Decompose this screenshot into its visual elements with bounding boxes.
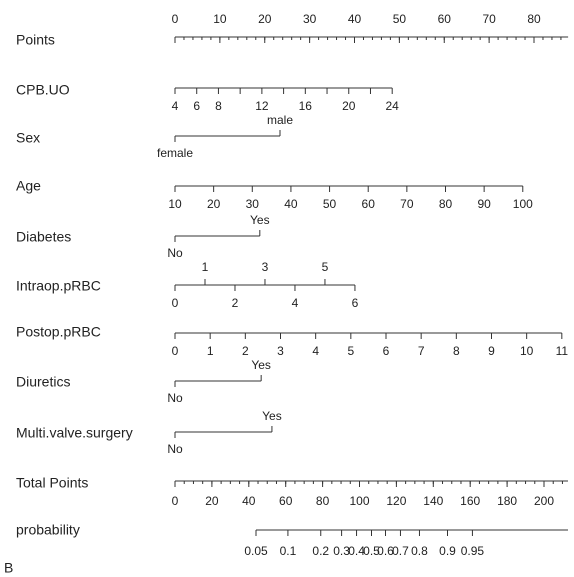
tick-label: 10	[213, 12, 227, 26]
tick-label: 0	[172, 12, 179, 26]
tick-label: 24	[386, 99, 400, 113]
tick-label: 4	[292, 296, 299, 310]
tick-label: 0.6	[377, 544, 394, 558]
tick-label: 0.8	[411, 544, 428, 558]
tick-label: 7	[418, 344, 425, 358]
tick-label: 160	[460, 494, 480, 508]
tick-label: 0.4	[348, 544, 365, 558]
tick-label: 0.9	[439, 544, 456, 558]
tick-label: 70	[482, 12, 496, 26]
tick-label: 4	[172, 99, 179, 113]
row-label: Sex	[16, 130, 40, 146]
tick-label: 6	[383, 344, 390, 358]
row-label: Total Points	[16, 475, 88, 491]
tick-label: 3	[277, 344, 284, 358]
tick-label: 80	[439, 197, 453, 211]
tick-label: 6	[193, 99, 200, 113]
tick-label: 5	[322, 260, 329, 274]
tick-label: 1	[207, 344, 214, 358]
tick-label: 100	[349, 494, 369, 508]
tick-label: 12	[255, 99, 269, 113]
tick-label: 40	[242, 494, 256, 508]
tick-label: 90	[477, 197, 491, 211]
tick-label: 0.1	[280, 544, 297, 558]
tick-label: 20	[205, 494, 219, 508]
level-label: No	[167, 442, 183, 456]
level-label: female	[157, 146, 193, 160]
tick-label: 0	[172, 494, 179, 508]
tick-label: 20	[342, 99, 356, 113]
level-label: No	[167, 391, 183, 405]
tick-label: 100	[513, 197, 533, 211]
tick-label: 3	[262, 260, 269, 274]
tick-label: 60	[279, 494, 293, 508]
tick-label: 120	[386, 494, 406, 508]
row-label: Multi.valve.surgery	[16, 425, 133, 441]
tick-label: 0	[172, 344, 179, 358]
tick-label: 16	[299, 99, 313, 113]
tick-label: 2	[232, 296, 239, 310]
row-label: Intraop.pRBC	[16, 278, 101, 294]
tick-label: 4	[312, 344, 319, 358]
level-label: Yes	[262, 409, 282, 423]
tick-label: 40	[284, 197, 298, 211]
tick-label: 0.5	[363, 544, 380, 558]
level-label: Yes	[250, 213, 270, 227]
tick-label: 0.7	[392, 544, 409, 558]
tick-label: 0.05	[244, 544, 268, 558]
tick-label: 200	[534, 494, 554, 508]
row-label: probability	[16, 522, 80, 538]
tick-label: 50	[393, 12, 407, 26]
tick-label: 0	[172, 296, 179, 310]
tick-label: 50	[323, 197, 337, 211]
tick-label: 20	[207, 197, 221, 211]
tick-label: 8	[215, 99, 222, 113]
tick-label: 80	[527, 12, 541, 26]
figure-label: B	[4, 560, 13, 576]
tick-label: 70	[400, 197, 414, 211]
tick-label: 0.95	[461, 544, 485, 558]
tick-label: 30	[303, 12, 317, 26]
level-label: male	[267, 113, 293, 127]
tick-label: 9	[488, 344, 495, 358]
tick-label: 11	[556, 344, 569, 358]
row-label: Postop.pRBC	[16, 324, 101, 340]
row-label: Age	[16, 178, 41, 194]
tick-label: 10	[520, 344, 534, 358]
tick-label: 20	[258, 12, 272, 26]
tick-label: 8	[453, 344, 460, 358]
tick-label: 80	[316, 494, 330, 508]
tick-label: 180	[497, 494, 517, 508]
tick-label: 5	[347, 344, 354, 358]
tick-label: 60	[438, 12, 452, 26]
row-label: Diuretics	[16, 374, 70, 390]
tick-label: 60	[362, 197, 376, 211]
tick-label: 40	[348, 12, 362, 26]
tick-label: 140	[423, 494, 443, 508]
row-label: CPB.UO	[16, 82, 70, 98]
tick-label: 6	[352, 296, 359, 310]
level-label: Yes	[251, 358, 271, 372]
tick-label: 30	[246, 197, 260, 211]
tick-label: 2	[242, 344, 249, 358]
row-label: Diabetes	[16, 229, 71, 245]
tick-label: 0.3	[333, 544, 350, 558]
tick-label: 1	[202, 260, 209, 274]
level-label: No	[167, 246, 183, 260]
tick-label: 0.2	[312, 544, 329, 558]
tick-label: 10	[168, 197, 182, 211]
row-label: Points	[16, 32, 55, 48]
